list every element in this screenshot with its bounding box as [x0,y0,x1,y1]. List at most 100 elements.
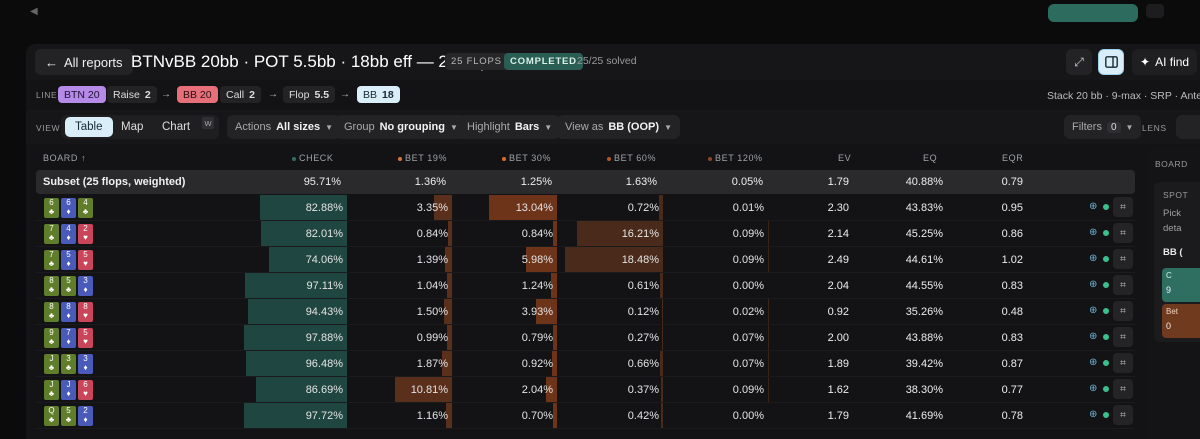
card-suit-icon: ♦ [66,311,71,320]
chip-flop-label: Flop [289,88,310,101]
cell-bet19: 0.99% [347,325,452,350]
cell-bet60: 0.12% [557,299,663,324]
highlight-dropdown[interactable]: Highlight Bars ▼ [459,115,561,139]
col-bet60[interactable]: BET 60% [607,153,656,163]
bar-bet60 [659,195,663,220]
value-check: 86.69% [305,384,343,396]
pin-icon[interactable]: ⌗ [1113,327,1133,347]
add-compare-icon[interactable]: ⊕ [1089,409,1098,420]
value-eqr: 0.86 [1001,228,1023,240]
filters-dropdown[interactable]: Filters 0 ▼ [1064,115,1142,139]
chip-btn[interactable]: BTN 20 [58,86,106,103]
expand-button[interactable]: ⤢ [1066,49,1092,75]
col-board[interactable]: BOARD ↑ [43,153,87,163]
board-card: 8 ♥ [78,302,93,322]
chip-raise[interactable]: Raise 2 [107,86,157,103]
col-bet19[interactable]: BET 19% [398,153,447,163]
ai-find-button[interactable]: ✦ AI find [1132,49,1198,75]
card-suit-icon: ♣ [65,415,72,424]
pin-icon[interactable]: ⌗ [1113,223,1133,243]
table-row[interactable]: 7 ♣ 4 ♦ 2 ♥ 82.01% 0.84% 0.84% 16.21% 0.09% 2.14 45.… [36,221,1135,247]
bar-bet19 [445,403,452,428]
add-compare-icon[interactable]: ⊕ [1089,201,1098,212]
value-eqr: 1.02 [1001,254,1023,266]
card-rank: 5 [66,406,71,415]
top-action-button[interactable] [1048,4,1138,22]
card-suit-icon: ♣ [48,389,55,398]
card-suit-icon: ♣ [48,415,55,424]
add-compare-icon[interactable]: ⊕ [1089,253,1098,264]
report-view: ← All reports BTNvBB 20bb · POT 5.5bb · … [26,44,1200,439]
lens-dropdown[interactable] [1176,115,1200,139]
card-suit-icon: ♣ [48,363,55,372]
col-eqr[interactable]: EQR [1002,153,1024,163]
value-ev: 2.00 [827,332,849,344]
side-panel-icon [1104,56,1118,68]
all-reports-button[interactable]: ← All reports [35,49,133,75]
card-rank: 8 [66,302,71,311]
board-card: 5 ♥ [78,250,93,270]
pin-icon[interactable]: ⌗ [1113,405,1133,425]
pin-icon[interactable]: ⌗ [1113,249,1133,269]
subset-row[interactable]: Subset (25 flops, weighted) 95.71% 1.36%… [36,170,1135,194]
top-secondary-button[interactable] [1146,4,1164,18]
table-row[interactable]: 6 ♣ 6 ♦ 4 ♣ 82.88% 3.35% 13.04% 0.72% 0.01% 2.30 43.… [36,195,1135,221]
chip-call[interactable]: Call 2 [220,86,261,103]
status-dot-icon [1103,282,1109,288]
chip-bb[interactable]: BB 20 [177,86,218,103]
table-row[interactable]: 7 ♣ 5 ♦ 5 ♥ 74.06% 1.39% 5.98% 18.48% 0.09% 2.49 44.… [36,247,1135,273]
view-as-dropdown[interactable]: View as BB (OOP) ▼ [557,115,680,139]
board-card: 3 ♦ [78,276,93,296]
check-summary-label: C [1166,271,1172,280]
cell-check: 74.06% [260,247,347,272]
group-dropdown[interactable]: Group No grouping ▼ [336,115,466,139]
add-compare-icon[interactable]: ⊕ [1089,383,1098,394]
bar-check [244,325,347,350]
pin-icon[interactable]: ⌗ [1113,197,1133,217]
pin-icon[interactable]: ⌗ [1113,353,1133,373]
add-compare-icon[interactable]: ⊕ [1089,227,1098,238]
cell-bet19: 1.39% [347,247,452,272]
value-check: 82.01% [305,228,343,240]
tab-table[interactable]: Table [65,117,113,137]
col-bet30[interactable]: BET 30% [502,153,551,163]
table-row[interactable]: 9 ♣ 7 ♦ 5 ♥ 97.88% 0.99% 0.79% 0.27% 0.07% 2.00 43.8… [36,325,1135,351]
col-eq[interactable]: EQ [923,153,938,163]
pin-icon[interactable]: ⌗ [1113,275,1133,295]
table-row[interactable]: Q ♣ 5 ♣ 2 ♦ 97.72% 1.16% 0.70% 0.42% 0.00% 1.79 41.6… [36,403,1135,429]
board-card: J ♦ [61,380,76,400]
value-check: 82.88% [305,202,343,214]
value-bet60: 16.21% [621,228,659,240]
col-ev[interactable]: EV [838,153,852,163]
flops-table: BOARD ↑ CHECK BET 19% BET 30% BET 60% BE… [26,146,1136,439]
side-panel-toggle[interactable] [1098,49,1124,75]
line-label: LINE [36,90,58,100]
col-bet120[interactable]: BET 120% [708,153,763,163]
cell-bet120: 0.07% [663,325,768,350]
card-rank: 3 [66,354,71,363]
chip-bb-current[interactable]: BB 18 [357,86,400,103]
value-ev: 2.04 [827,280,849,292]
bar-bet60 [660,403,663,428]
pin-icon[interactable]: ⌗ [1113,379,1133,399]
table-row[interactable]: J ♣ 3 ♣ 3 ♦ 96.48% 1.87% 0.92% 0.66% 0.07% 1.89 39.4… [36,351,1135,377]
col-check[interactable]: CHECK [292,153,334,163]
chip-flop[interactable]: Flop 5.5 [283,86,336,103]
card-rank: 7 [66,328,71,337]
add-compare-icon[interactable]: ⊕ [1089,279,1098,290]
bar-bet19 [446,273,452,298]
table-row[interactable]: 8 ♣ 8 ♦ 8 ♥ 94.43% 1.50% 3.93% 0.12% 0.02% 0.92 35.2… [36,299,1135,325]
pin-icon[interactable]: ⌗ [1113,301,1133,321]
table-row[interactable]: 8 ♣ 5 ♣ 3 ♦ 97.11% 1.04% 1.24% 0.61% 0.00% 2.04 44.5… [36,273,1135,299]
view-switcher: Table Map Chart [61,115,219,139]
table-row[interactable]: J ♣ J ♦ 6 ♥ 86.69% 10.81% 2.04% 0.37% 0.09% 1.62 38.… [36,377,1135,403]
value-eqr: 0.87 [1001,358,1023,370]
tab-map[interactable]: Map [121,121,144,133]
add-compare-icon[interactable]: ⊕ [1089,357,1098,368]
value-eq: 43.83% [905,202,943,214]
add-compare-icon[interactable]: ⊕ [1089,305,1098,316]
add-compare-icon[interactable]: ⊕ [1089,331,1098,342]
cell-bet19: 0.84% [347,221,452,246]
actions-dropdown[interactable]: Actions All sizes ▼ [227,115,342,139]
tab-chart[interactable]: Chart [162,121,191,133]
